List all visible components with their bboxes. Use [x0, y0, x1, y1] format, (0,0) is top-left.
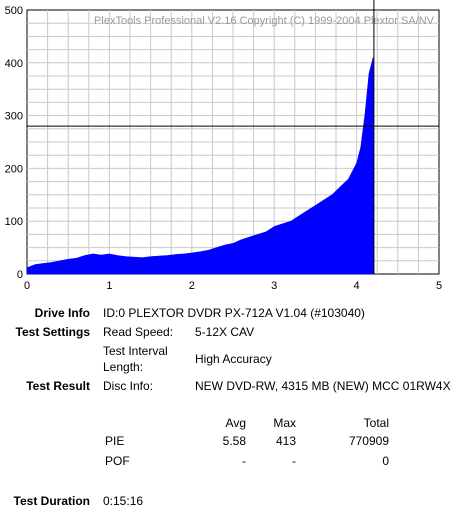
x-tick-label: 5	[436, 280, 442, 292]
watermark: PlexTools Professional V2.16 Copyright (…	[94, 15, 435, 27]
col-avg-header: Avg	[225, 416, 246, 430]
pie-series-area	[26, 57, 375, 275]
x-axis-ticks: 0 1 2 3 4 5	[24, 280, 442, 292]
pie-label: PIE	[105, 434, 125, 448]
read-speed-value: 5-12X CAV	[195, 325, 255, 339]
x-tick-label: 3	[271, 280, 277, 292]
disc-info-value: NEW DVD-RW, 4315 MB (NEW) MCC 01RW4X	[195, 379, 451, 393]
y-tick-label: 500	[5, 5, 23, 17]
test-duration-value: 0:15:16	[103, 494, 144, 508]
drive-info-label: Drive Info	[34, 306, 90, 320]
y-tick-label: 400	[5, 58, 23, 70]
pof-max: -	[292, 454, 296, 468]
test-settings-label: Test Settings	[15, 325, 90, 339]
grid-lines	[27, 10, 439, 274]
y-tick-label: 200	[5, 163, 23, 175]
pie-max: 413	[275, 434, 296, 448]
read-speed-key: Read Speed:	[103, 325, 174, 339]
pie-total: 770909	[348, 434, 389, 448]
pof-label: POF	[105, 454, 130, 468]
pof-avg: -	[242, 454, 246, 468]
col-max-header: Max	[273, 416, 296, 430]
y-tick-label: 100	[5, 216, 23, 228]
test-duration-label: Test Duration	[13, 494, 90, 508]
x-tick-label: 4	[354, 280, 360, 292]
drive-info-value: ID:0 PLEXTOR DVDR PX-712A V1.04 (#103040…	[103, 306, 365, 320]
test-result-label: Test Result	[26, 379, 90, 393]
x-tick-label: 2	[189, 280, 195, 292]
test-interval-value: High Accuracy	[195, 352, 272, 366]
pof-total: 0	[382, 454, 389, 468]
test-interval-length-key: Length:	[103, 360, 144, 374]
x-tick-label: 0	[24, 280, 30, 292]
x-tick-label: 1	[106, 280, 112, 292]
y-axis-ticks: 0 100 200 300 400 500	[5, 5, 23, 281]
y-tick-label: 0	[17, 269, 23, 281]
col-total-header: Total	[363, 416, 389, 430]
test-interval-key: Test Interval	[103, 344, 168, 358]
data-series	[26, 57, 375, 275]
disc-info-key: Disc Info:	[103, 379, 154, 393]
pie-chart: PlexTools Professional V2.16 Copyright (…	[5, 0, 442, 292]
y-tick-label: 300	[5, 111, 23, 123]
pie-avg: 5.58	[222, 434, 246, 448]
